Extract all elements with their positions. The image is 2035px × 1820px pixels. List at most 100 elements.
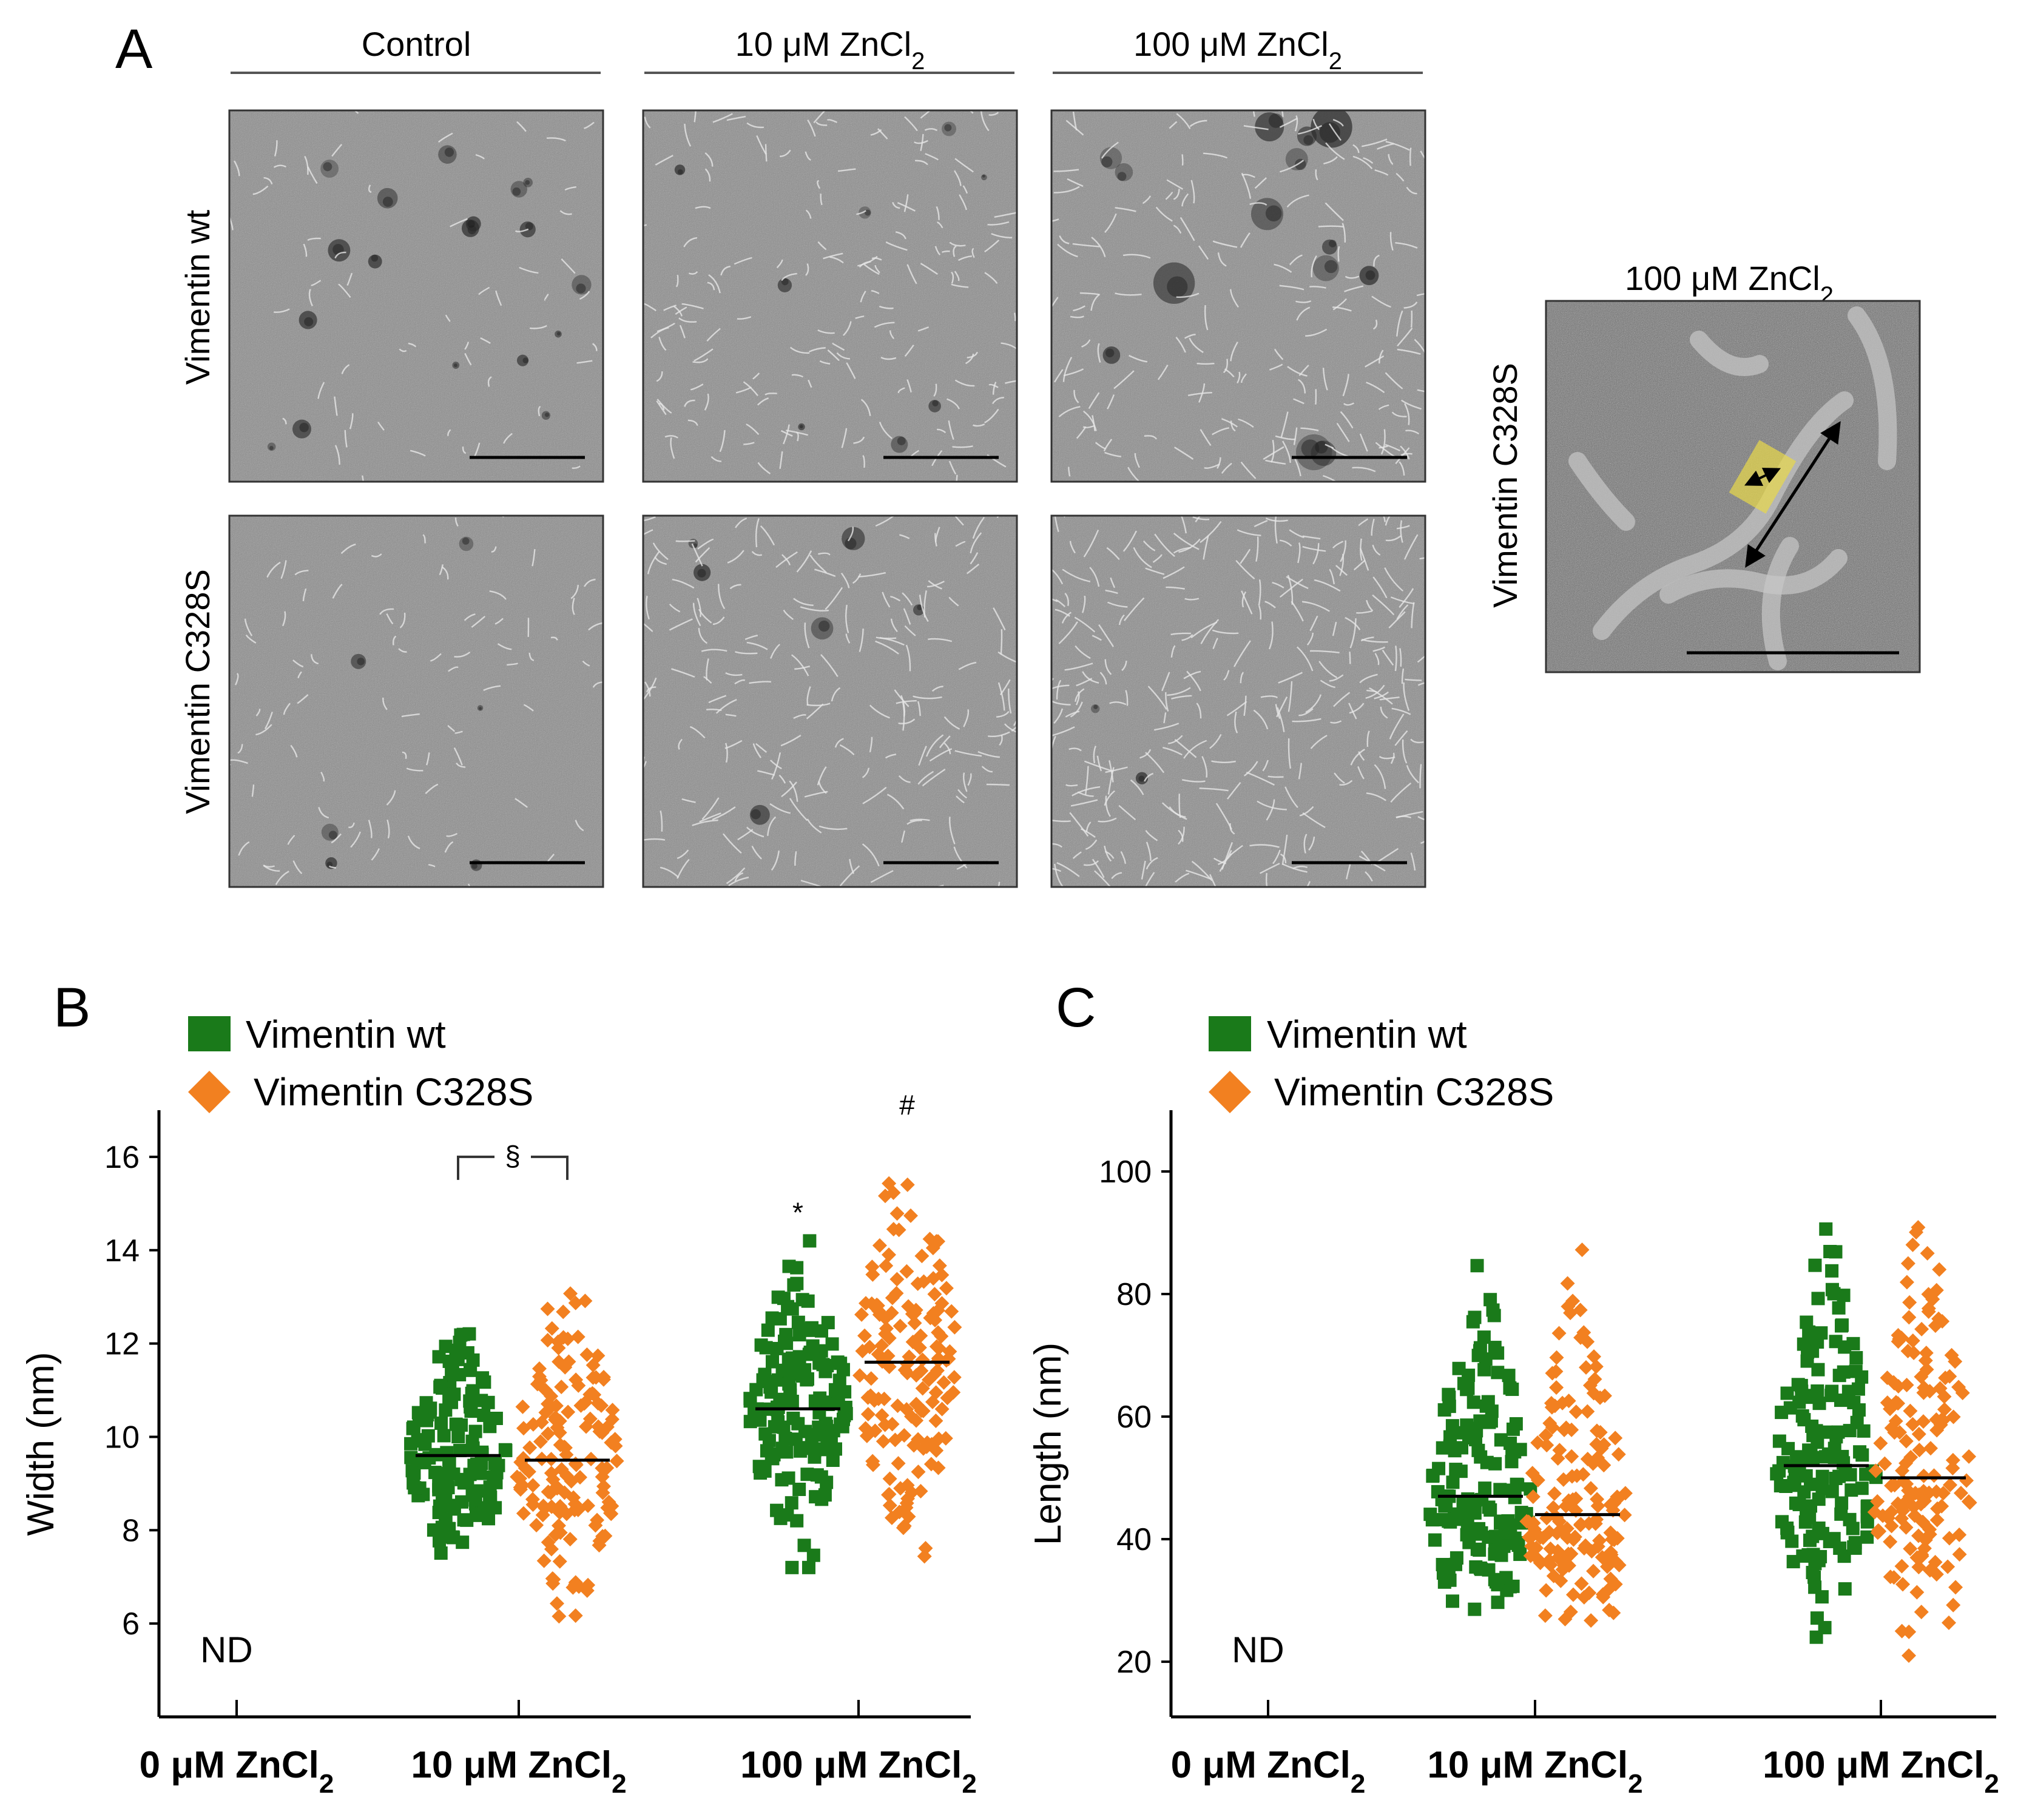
data-point xyxy=(1589,1437,1604,1452)
data-point xyxy=(781,1352,795,1366)
y-axis-title-c: Length (nm) xyxy=(1027,1343,1069,1545)
data-point xyxy=(1852,1403,1866,1417)
data-point xyxy=(478,1375,491,1389)
data-point xyxy=(771,1415,785,1429)
data-point xyxy=(1525,1489,1541,1505)
data-point xyxy=(1549,1380,1564,1395)
data-point xyxy=(938,1431,953,1446)
data-point xyxy=(522,1440,538,1455)
data-point xyxy=(498,1443,512,1457)
x-tick-label: 10 μM ZnCl2 xyxy=(1427,1744,1642,1799)
data-point xyxy=(932,1258,947,1273)
data-point xyxy=(914,1363,929,1378)
data-point xyxy=(1785,1534,1799,1548)
data-point xyxy=(1494,1433,1508,1447)
data-point xyxy=(1468,1310,1482,1324)
data-point xyxy=(1838,1340,1852,1354)
data-point xyxy=(1902,1310,1917,1325)
data-point xyxy=(1911,1426,1926,1441)
column-header-label: 100 μM ZnCl2 xyxy=(1133,25,1342,75)
data-point xyxy=(470,1508,484,1522)
data-point xyxy=(789,1432,803,1446)
data-point xyxy=(1917,1493,1932,1508)
data-point xyxy=(1825,1264,1839,1278)
data-point xyxy=(761,1323,775,1337)
data-point xyxy=(1881,1511,1896,1526)
data-point xyxy=(1886,1570,1902,1585)
data-point xyxy=(418,1437,432,1451)
data-point xyxy=(1584,1613,1599,1628)
data-point xyxy=(529,1518,544,1533)
data-point xyxy=(1510,1477,1524,1491)
data-point xyxy=(1791,1378,1805,1392)
legend-c328s-swatch xyxy=(1209,1071,1251,1113)
data-point xyxy=(1468,1602,1482,1616)
data-point xyxy=(1900,1343,1915,1358)
data-point xyxy=(456,1327,470,1341)
data-point xyxy=(530,1377,545,1392)
data-point xyxy=(1942,1531,1957,1546)
data-point xyxy=(1911,1528,1926,1543)
data-point xyxy=(1808,1258,1822,1272)
data-point xyxy=(834,1417,848,1431)
data-point xyxy=(839,1400,852,1414)
series-wt-group-1 xyxy=(1423,1259,1537,1616)
data-point xyxy=(1573,1517,1588,1532)
data-point xyxy=(1465,1421,1479,1435)
data-point xyxy=(1948,1354,1963,1369)
data-point xyxy=(763,1380,777,1394)
data-point xyxy=(1783,1401,1797,1415)
data-point xyxy=(1470,1542,1484,1556)
data-point xyxy=(1909,1585,1925,1600)
significance-mark: # xyxy=(899,1090,915,1121)
data-point xyxy=(608,1438,623,1454)
x-tick-label: 100 μM ZnCl2 xyxy=(740,1744,977,1799)
data-point xyxy=(1955,1385,1970,1400)
data-point xyxy=(797,1322,811,1336)
data-point xyxy=(800,1372,814,1386)
data-point xyxy=(1800,1503,1814,1517)
column-header-text: 100 μM ZnCl xyxy=(1133,25,1329,63)
data-point xyxy=(540,1301,555,1316)
data-point xyxy=(1929,1512,1945,1528)
y-tick-label: 20 xyxy=(1116,1645,1152,1680)
data-point xyxy=(1819,1222,1833,1236)
data-point xyxy=(525,1417,541,1432)
data-point xyxy=(1547,1398,1562,1414)
data-point xyxy=(947,1320,962,1335)
data-point xyxy=(1855,1481,1869,1495)
data-point xyxy=(882,1176,897,1191)
data-point xyxy=(1564,1449,1579,1464)
data-point xyxy=(762,1434,776,1448)
data-point xyxy=(1953,1486,1968,1501)
data-point xyxy=(1909,1550,1925,1565)
micrograph-wt-100um xyxy=(1050,109,1426,483)
data-point xyxy=(865,1259,880,1275)
data-point xyxy=(447,1502,461,1516)
data-point xyxy=(1835,1318,1849,1332)
data-point xyxy=(891,1456,906,1471)
data-point xyxy=(771,1400,785,1414)
data-point xyxy=(454,1418,468,1432)
data-point xyxy=(879,1258,894,1273)
column-header-label: 10 μM ZnCl2 xyxy=(735,25,925,75)
data-point xyxy=(1537,1608,1553,1623)
data-point xyxy=(780,1508,794,1522)
data-point xyxy=(599,1460,615,1475)
legend-c: Vimentin wt Vimentin C328S xyxy=(1209,1013,1554,1114)
data-point xyxy=(1471,1443,1485,1457)
data-point xyxy=(1482,1415,1496,1429)
data-point xyxy=(570,1329,586,1344)
panel-c: C Vimentin wt Vimentin C328S Length (nm)… xyxy=(1027,977,1999,1799)
data-point xyxy=(516,1506,531,1521)
data-point xyxy=(921,1372,936,1387)
data-point xyxy=(903,1208,918,1223)
data-point xyxy=(1483,1293,1497,1307)
panel-a-letter: A xyxy=(115,18,153,80)
data-point xyxy=(790,1261,804,1275)
data-point xyxy=(1573,1330,1588,1345)
data-point xyxy=(1428,1533,1442,1547)
significance-bracket xyxy=(457,1155,569,1180)
legend-wt-swatch xyxy=(1209,1016,1251,1051)
data-point xyxy=(1873,1436,1888,1451)
